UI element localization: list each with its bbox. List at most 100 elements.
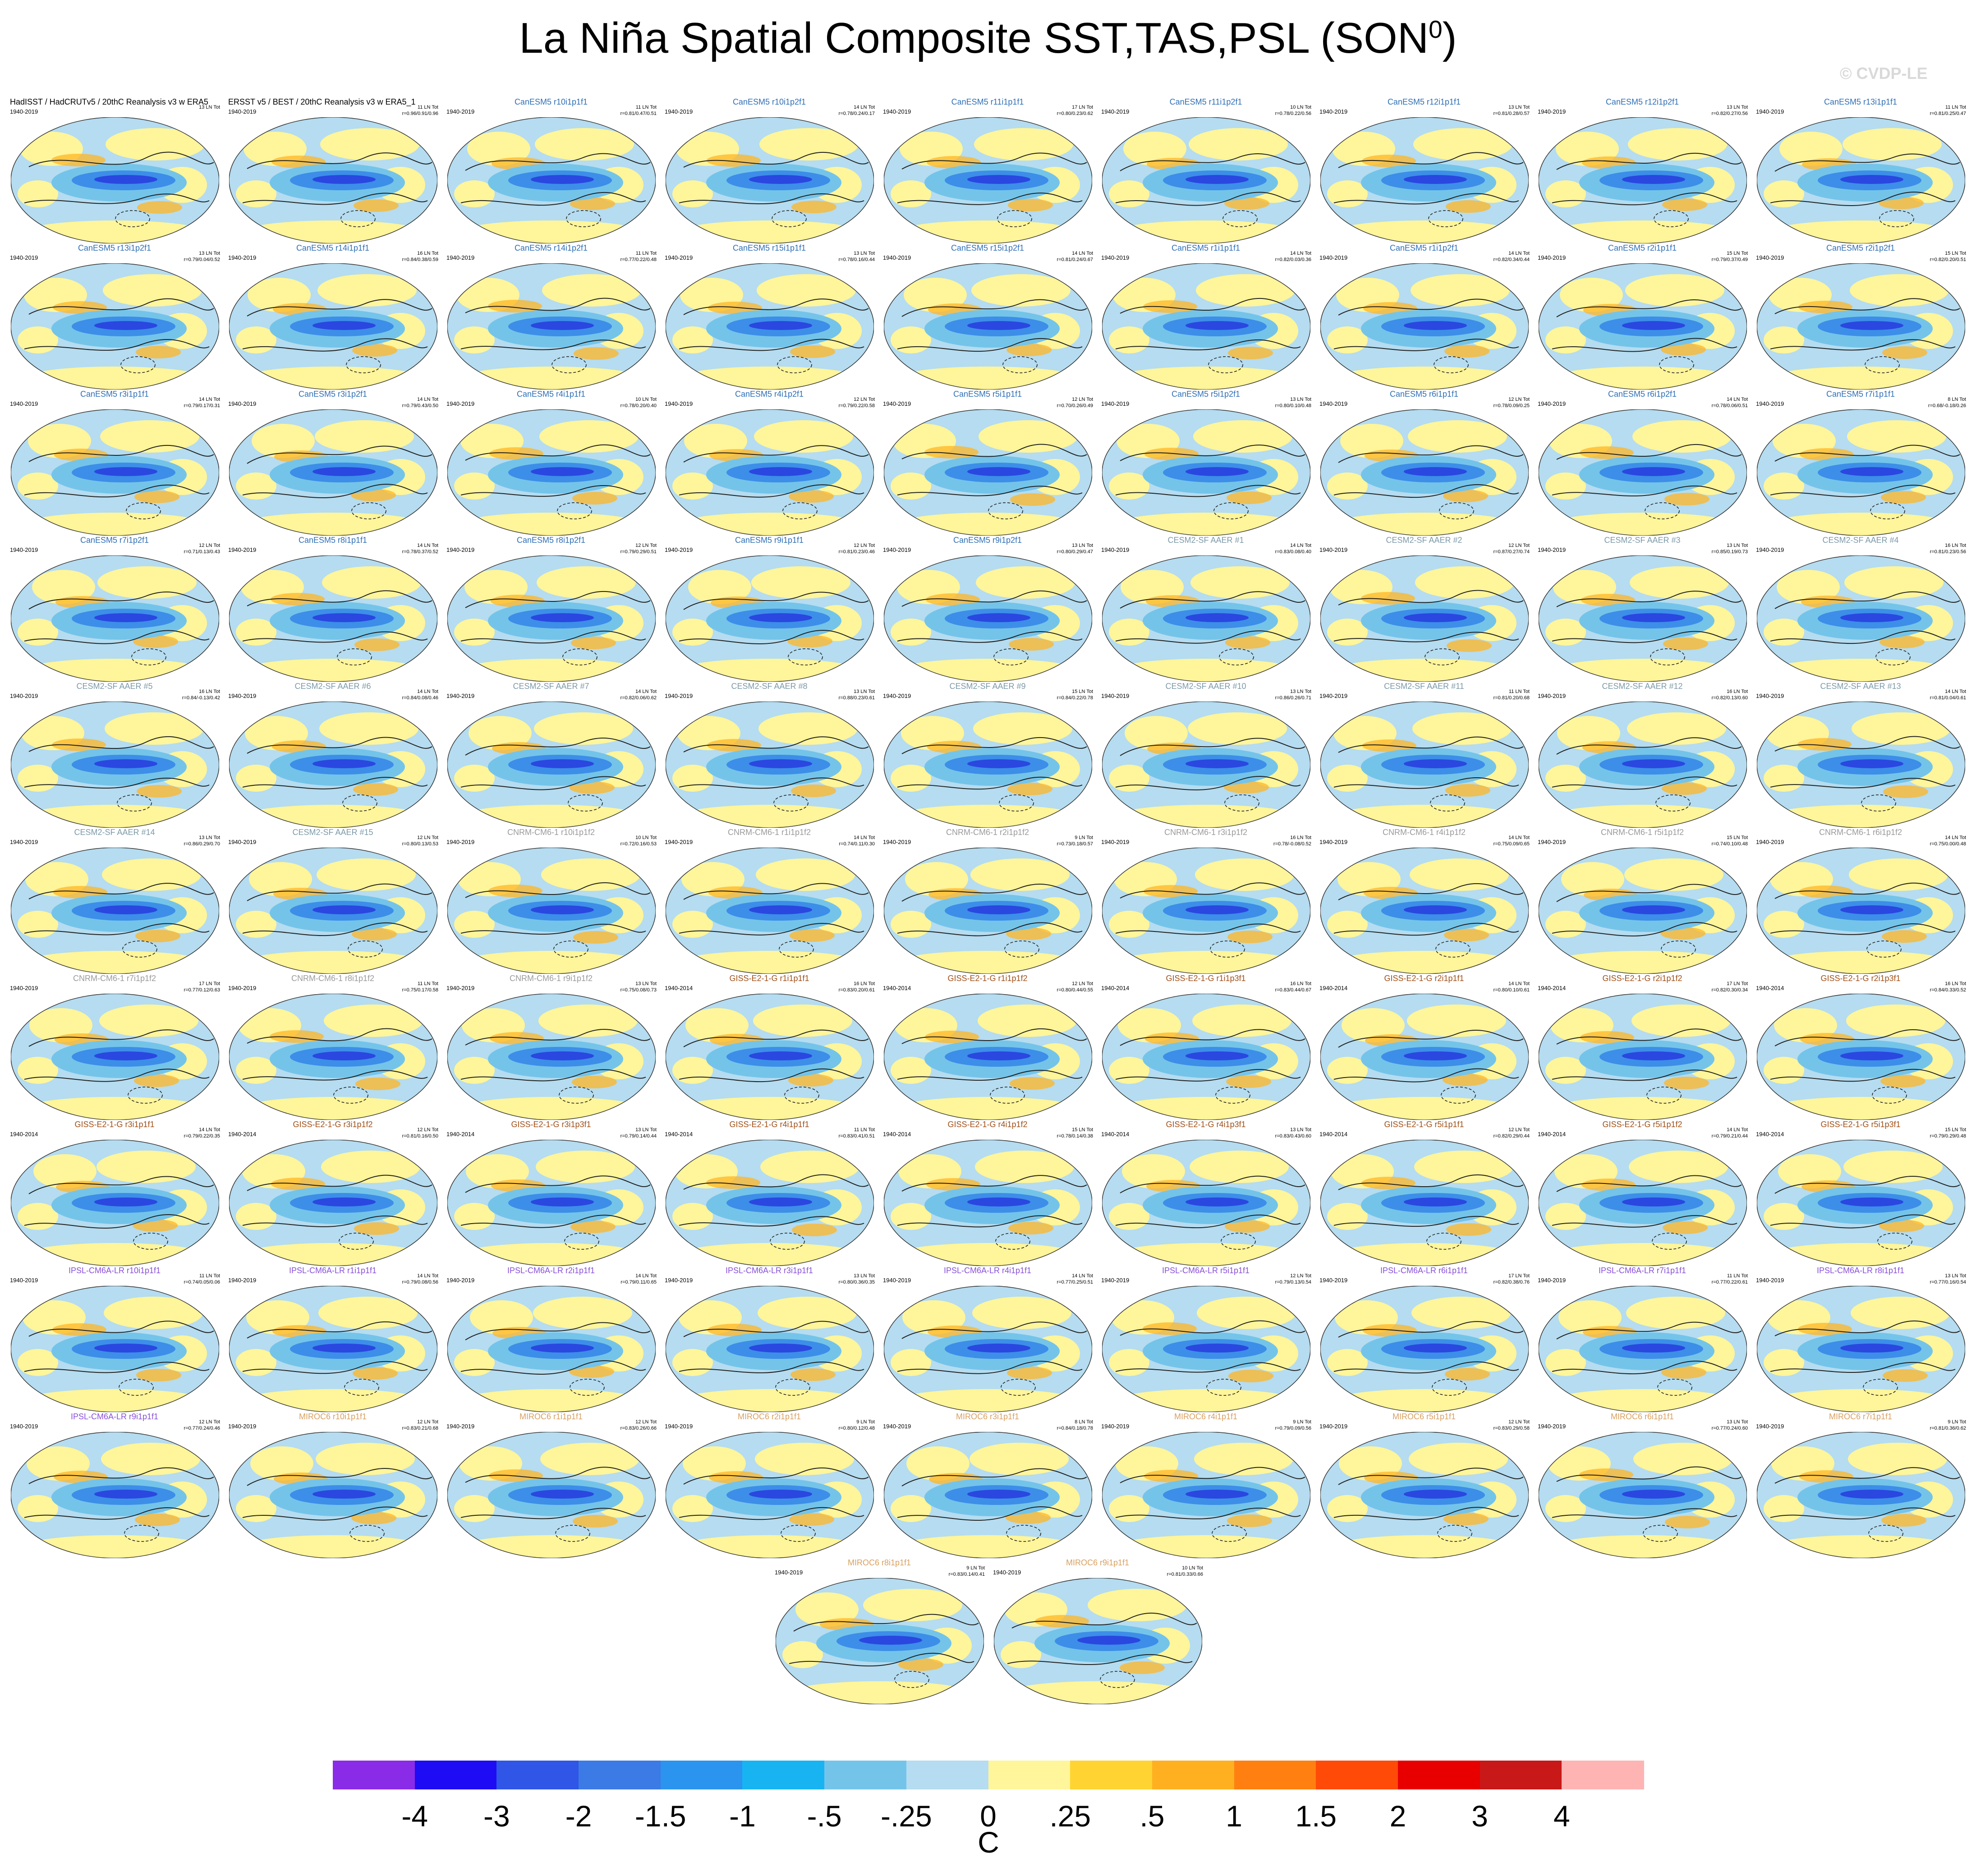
- panel-pattern-correlation: r=0.84/0.33/0.52: [1930, 987, 1966, 993]
- panel-title: MIROC6 r5i1p1f1: [1392, 1412, 1456, 1421]
- panel-period: 1940-2019: [883, 400, 911, 407]
- map-panel: CanESM5 r12i1p2f1 1940-2019 13 LN Tot r=0.8…: [1533, 97, 1751, 246]
- panel-title: CESM2-SF AAER #8: [731, 682, 808, 691]
- panel-title: MIROC6 r9i1p1f1: [1066, 1558, 1130, 1567]
- panel-title: IPSL-CM6A-LR r8i1p1f1: [1816, 1266, 1905, 1275]
- colorbar-swatch: [742, 1761, 825, 1789]
- panel-pattern-correlation: r=0.79/0.13/0.54: [1275, 1280, 1311, 1285]
- panel-period: 1940-2019: [10, 1277, 38, 1284]
- map-panel: CNRM-CM6-1 r2i1p1f2 1940-2019 9 LN Tot r=0.…: [878, 828, 1097, 977]
- panel-period: 1940-2019: [446, 985, 475, 991]
- panel-title: CNRM-CM6-1 r1i1p1f2: [727, 828, 811, 837]
- panel-period: 1940-2014: [1319, 985, 1348, 991]
- composite-map: [884, 1432, 1092, 1558]
- composite-map: [1757, 555, 1965, 682]
- map-panel: GISS-E2-1-G r1i1p1f2 1940-2014 12 LN Tot r=…: [878, 974, 1097, 1123]
- composite-map: [447, 1432, 656, 1558]
- composite-map: [447, 555, 656, 682]
- map-panel: CESM2-SF AAER #15 1940-2019 12 LN Tot r=0.8…: [224, 828, 442, 977]
- panel-period: 1940-2014: [1538, 1131, 1566, 1138]
- composite-map: [884, 702, 1092, 828]
- panel-pattern-correlation: r=0.68/-0.18/0.26: [1928, 403, 1966, 408]
- composite-map: [229, 409, 437, 536]
- composite-map: [229, 555, 437, 682]
- panel-event-count: 11 LN Tot: [635, 105, 657, 110]
- panel-event-count: 16 LN Tot: [1290, 835, 1311, 840]
- panel-event-count: 11 LN Tot: [1508, 689, 1530, 694]
- colorbar-tick-label: -2: [565, 1799, 592, 1833]
- composite-map: [1757, 702, 1965, 828]
- panel-title: GISS-E2-1-G r4i1p3f1: [1166, 1120, 1246, 1129]
- panel-period: 1940-2019: [1538, 254, 1566, 261]
- composite-map: [11, 1286, 219, 1412]
- map-panel: CESM2-SF AAER #14 1940-2019 13 LN Tot r=0.8…: [5, 828, 224, 977]
- composite-map: [1757, 263, 1965, 390]
- panel-title: CESM2-SF AAER #12: [1602, 682, 1683, 691]
- map-panel: CanESM5 r14i1p2f1 1940-2019 11 LN Tot r=0.7…: [442, 243, 660, 392]
- panel-event-count: 13 LN Tot: [635, 1127, 657, 1133]
- panel-period: 1940-2019: [1538, 546, 1566, 553]
- colorbar-tick-label: 4: [1553, 1799, 1570, 1833]
- panel-title: CESM2-SF AAER #15: [292, 828, 373, 837]
- panel-pattern-correlation: r=0.77/0.24/0.46: [184, 1426, 220, 1431]
- panel-event-count: 12 LN Tot: [635, 543, 657, 548]
- panel-period: 1940-2019: [665, 108, 693, 115]
- map-panel: GISS-E2-1-G r3i1p1f1 1940-2014 14 LN Tot r=…: [5, 1120, 224, 1269]
- panel-pattern-correlation: r=0.77/0.12/0.63: [184, 987, 220, 993]
- composite-map: [1757, 409, 1965, 536]
- map-panel: CanESM5 r5i1p2f1 1940-2019 13 LN Tot r=0.80…: [1097, 390, 1315, 538]
- composite-map: [994, 1578, 1202, 1704]
- colorbar-swatch: [1070, 1761, 1153, 1789]
- colorbar-swatch: [579, 1761, 661, 1789]
- panel-event-count: 14 LN Tot: [1727, 1127, 1748, 1133]
- composite-map: [1102, 994, 1310, 1120]
- map-panel: CanESM5 r8i1p2f1 1940-2019 12 LN Tot r=0.79…: [442, 536, 660, 684]
- panel-event-count: 13 LN Tot: [1072, 543, 1093, 548]
- panel-title: IPSL-CM6A-LR r2i1p1f1: [507, 1266, 595, 1275]
- panel-pattern-correlation: r=0.82/0.29/0.44: [1493, 1133, 1530, 1139]
- composite-map: [229, 1432, 437, 1558]
- panel-event-count: 14 LN Tot: [199, 1127, 220, 1133]
- panel-title: ERSST v5 / BEST / 20thC Reanalysis v3 w …: [228, 97, 416, 106]
- panel-event-count: 12 LN Tot: [417, 1419, 438, 1425]
- panel-period: 1940-2019: [883, 108, 911, 115]
- panel-title: CanESM5 r7i1p1f1: [1826, 390, 1895, 399]
- panel-period: 1940-2019: [1319, 1423, 1348, 1430]
- panel-period: 1940-2014: [1319, 1131, 1348, 1138]
- panel-title: CanESM5 r8i1p2f1: [516, 536, 586, 545]
- panel-period: 1940-2019: [665, 839, 693, 845]
- panel-pattern-correlation: r=0.79/0.08/0.56: [402, 1280, 438, 1285]
- panel-title: CanESM5 r3i1p1f1: [80, 390, 149, 399]
- panel-pattern-correlation: r=0.75/0.09/0.65: [1493, 841, 1530, 847]
- colorbar-swatch: [1562, 1761, 1644, 1789]
- composite-map: [666, 1140, 874, 1266]
- panel-title: MIROC6 r8i1p1f1: [847, 1558, 911, 1567]
- panel-event-count: 12 LN Tot: [417, 1127, 438, 1133]
- colorbar-tick-label: -3: [483, 1799, 510, 1833]
- panel-pattern-correlation: r=0.82/0.06/0.62: [620, 695, 657, 701]
- panel-period: 1940-2019: [883, 693, 911, 699]
- composite-map: [666, 1432, 874, 1558]
- composite-map: [1320, 117, 1529, 243]
- map-panel: CESM2-SF AAER #8 1940-2019 13 LN Tot r=0.88…: [660, 682, 878, 830]
- panel-period: 1940-2019: [228, 839, 257, 845]
- map-panel: CanESM5 r2i1p1f1 1940-2019 15 LN Tot r=0.79…: [1533, 243, 1751, 392]
- map-panel: CanESM5 r6i1p2f1 1940-2019 14 LN Tot r=0.78…: [1533, 390, 1751, 538]
- panel-pattern-correlation: r=0.75/0.08/0.73: [620, 987, 657, 993]
- map-panel: IPSL-CM6A-LR r6i1p1f1 1940-2019 17 LN Tot r…: [1315, 1266, 1533, 1415]
- panel-event-count: 11 LN Tot: [635, 251, 657, 256]
- colorbar-tick-label: .5: [1140, 1799, 1165, 1833]
- panel-period: 1940-2019: [446, 1423, 475, 1430]
- composite-map: [11, 848, 219, 974]
- panel-title: CanESM5 r13i1p1f1: [1824, 97, 1898, 106]
- panel-event-count: 14 LN Tot: [1072, 251, 1093, 256]
- panel-pattern-correlation: r=0.78/0.16/0.44: [838, 257, 875, 262]
- watermark: © CVDP-LE: [1840, 64, 1928, 83]
- panel-pattern-correlation: r=0.79/0.37/0.49: [1711, 257, 1748, 262]
- map-panel: IPSL-CM6A-LR r9i1p1f1 1940-2019 12 LN Tot r…: [5, 1412, 224, 1561]
- panel-period: 1940-2019: [1538, 693, 1566, 699]
- panel-event-count: 16 LN Tot: [1945, 543, 1966, 548]
- map-panel: CESM2-SF AAER #6 1940-2019 14 LN Tot r=0.84…: [224, 682, 442, 830]
- panel-title: CanESM5 r14i1p1f1: [296, 243, 370, 252]
- panel-period: 1940-2019: [1319, 108, 1348, 115]
